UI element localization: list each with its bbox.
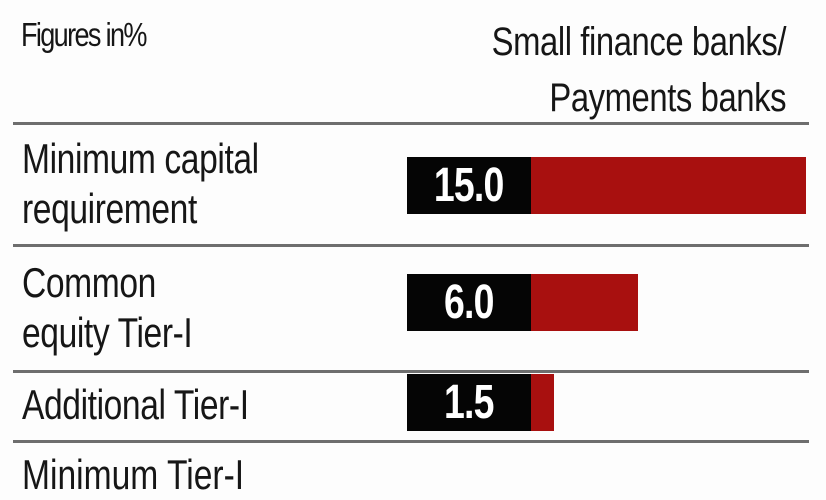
bar-value: 15.0 [434,159,505,212]
bar-value: 1.5 [444,376,494,429]
bar-minimum-capital: 15.0 [407,157,806,214]
row-label-line1: Additional Tier-I [22,381,249,428]
row-label-minimum-tier1-partial: Minimum Tier-I [22,451,245,498]
bar-fill [531,157,806,214]
column-header-line2: Payments banks [549,76,786,120]
bar-common-equity: 6.0 [407,274,638,331]
bar-fill [531,374,554,431]
row-label-line1: Common [22,259,156,306]
row-label-minimum-capital: Minimum capital requirement [22,134,259,234]
divider [13,370,809,373]
divider [13,440,809,443]
column-header: Small finance banks/ Payments banks [491,14,787,126]
row-label-common-equity: Common equity Tier-I [22,258,193,358]
bar-value-box: 6.0 [407,274,531,331]
row-label-line1: Minimum capital [22,135,259,182]
bar-value-box: 1.5 [407,374,531,431]
bar-value-box: 15.0 [407,157,531,214]
column-header-line1: Small finance banks/ [491,20,787,64]
divider [13,244,809,247]
row-label-line2: requirement [22,185,197,232]
divider [13,122,809,125]
row-label-additional-tier1: Additional Tier-I [22,380,249,430]
bar-fill [531,274,638,331]
bar-value: 6.0 [444,276,494,329]
bar-additional-tier1: 1.5 [407,374,554,431]
row-label-line2: equity Tier-I [22,309,193,356]
units-label: Figures in% [21,16,147,53]
